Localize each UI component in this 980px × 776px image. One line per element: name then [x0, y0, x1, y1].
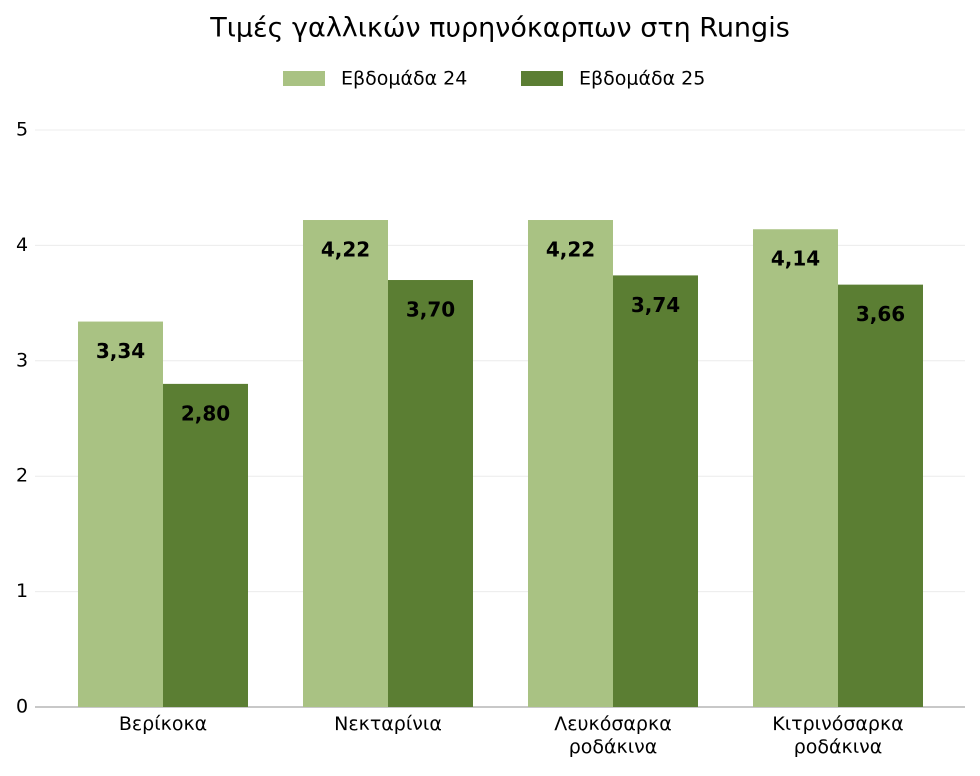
chart-title: Τιμές γαλλικών πυρηνόκαρπων στη Rungis	[209, 13, 790, 44]
bar	[528, 220, 613, 707]
x-tick-label: Νεκταρίνια	[334, 713, 442, 735]
bar	[388, 280, 473, 707]
legend-swatch	[521, 71, 563, 86]
y-tick-label: 1	[16, 580, 28, 602]
bar	[163, 383, 248, 707]
y-tick-label: 0	[16, 696, 28, 718]
y-tick-label: 5	[16, 119, 28, 141]
bar	[753, 229, 838, 707]
bar	[303, 220, 388, 707]
value-label: 3,70	[406, 298, 455, 322]
value-label: 4,22	[546, 238, 595, 262]
y-tick-label: 2	[16, 465, 28, 487]
x-tick-label: Λευκόσαρκα ροδάκινα	[554, 713, 672, 758]
x-tick-label: Βερίκοκα	[118, 713, 208, 735]
y-tick-label: 3	[16, 349, 28, 371]
value-label: 3,74	[631, 293, 680, 317]
value-label: 3,66	[856, 302, 905, 326]
value-label: 4,22	[321, 238, 370, 262]
value-label: 2,80	[181, 401, 230, 425]
legend-swatch	[283, 71, 325, 86]
y-tick-label: 4	[16, 234, 28, 256]
bar	[613, 275, 698, 707]
value-label: 3,34	[96, 339, 145, 363]
bar	[78, 321, 163, 707]
legend-label: Εβδομάδα 25	[579, 68, 705, 90]
legend-label: Εβδομάδα 24	[341, 68, 467, 90]
value-label: 4,14	[771, 247, 820, 271]
bar	[838, 284, 923, 707]
x-tick-label: Κιτρινόσαρκα ροδάκινα	[772, 713, 904, 758]
